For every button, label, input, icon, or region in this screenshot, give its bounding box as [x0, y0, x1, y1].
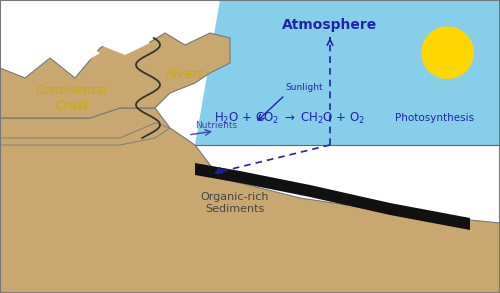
Polygon shape	[195, 163, 470, 230]
Text: H$_2$O + CO$_2$ $\rightarrow$ CH$_2$O + O$_2$: H$_2$O + CO$_2$ $\rightarrow$ CH$_2$O + …	[214, 110, 366, 125]
Polygon shape	[0, 33, 230, 118]
Text: Organic-rich
Sediments: Organic-rich Sediments	[201, 192, 269, 214]
Circle shape	[421, 26, 474, 79]
Polygon shape	[195, 0, 500, 145]
Polygon shape	[0, 108, 500, 293]
Text: Rivers: Rivers	[166, 69, 204, 81]
Polygon shape	[0, 0, 500, 123]
Text: Photosynthesis: Photosynthesis	[396, 113, 474, 123]
Text: Continental
Crust: Continental Crust	[36, 84, 108, 112]
Polygon shape	[0, 123, 170, 145]
Polygon shape	[50, 38, 100, 68]
Text: Sunlight: Sunlight	[285, 84, 323, 93]
Text: Nutrients: Nutrients	[195, 120, 237, 130]
Text: Atmosphere: Atmosphere	[282, 18, 378, 32]
Polygon shape	[100, 30, 150, 55]
